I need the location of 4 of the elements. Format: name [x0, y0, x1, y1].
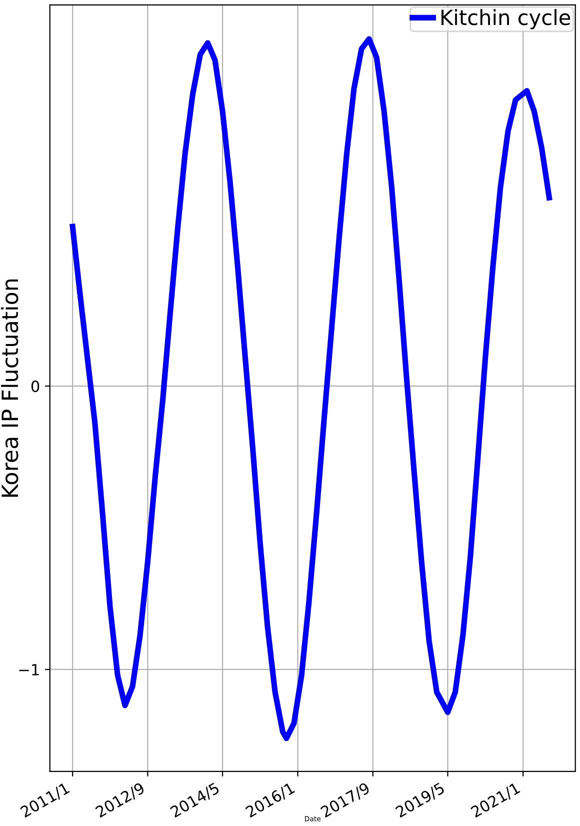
y-axis-title: Korea IP Fluctuation: [1, 279, 18, 497]
y-tick-label: 0: [31, 380, 40, 392]
legend-label: Kitchin cycle: [442, 9, 570, 30]
y-tick-label: −1: [19, 664, 39, 676]
